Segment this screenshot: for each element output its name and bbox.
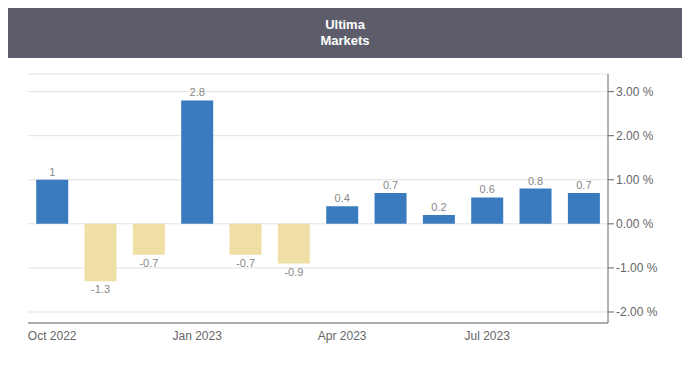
svg-text:0.6: 0.6 <box>480 183 495 195</box>
svg-text:Apr 2023: Apr 2023 <box>318 329 367 343</box>
svg-text:1: 1 <box>49 166 55 178</box>
svg-text:2.00 %: 2.00 % <box>616 129 654 143</box>
svg-text:-0.7: -0.7 <box>236 257 255 269</box>
svg-text:0.4: 0.4 <box>335 192 350 204</box>
svg-text:-2.00 %: -2.00 % <box>616 305 658 319</box>
svg-text:0.7: 0.7 <box>383 179 398 191</box>
svg-text:Oct 2022: Oct 2022 <box>28 329 77 343</box>
svg-text:-0.7: -0.7 <box>139 257 158 269</box>
svg-text:0.00 %: 0.00 % <box>616 217 654 231</box>
svg-text:0.2: 0.2 <box>431 201 446 213</box>
svg-text:2.8: 2.8 <box>190 86 205 98</box>
svg-text:0.8: 0.8 <box>528 175 543 187</box>
svg-text:Jul 2023: Jul 2023 <box>464 329 510 343</box>
svg-text:-0.9: -0.9 <box>284 266 303 278</box>
svg-text:1.00 %: 1.00 % <box>616 173 654 187</box>
svg-text:Jan 2023: Jan 2023 <box>172 329 222 343</box>
svg-text:-1.3: -1.3 <box>91 283 110 295</box>
html-text:Markets: Markets <box>320 33 370 48</box>
svg-text:0.7: 0.7 <box>576 179 591 191</box>
svg-text:3.00 %: 3.00 % <box>616 85 654 99</box>
html-text:Ultima: Ultima <box>325 17 365 32</box>
svg-text:-1.00 %: -1.00 % <box>616 261 658 275</box>
